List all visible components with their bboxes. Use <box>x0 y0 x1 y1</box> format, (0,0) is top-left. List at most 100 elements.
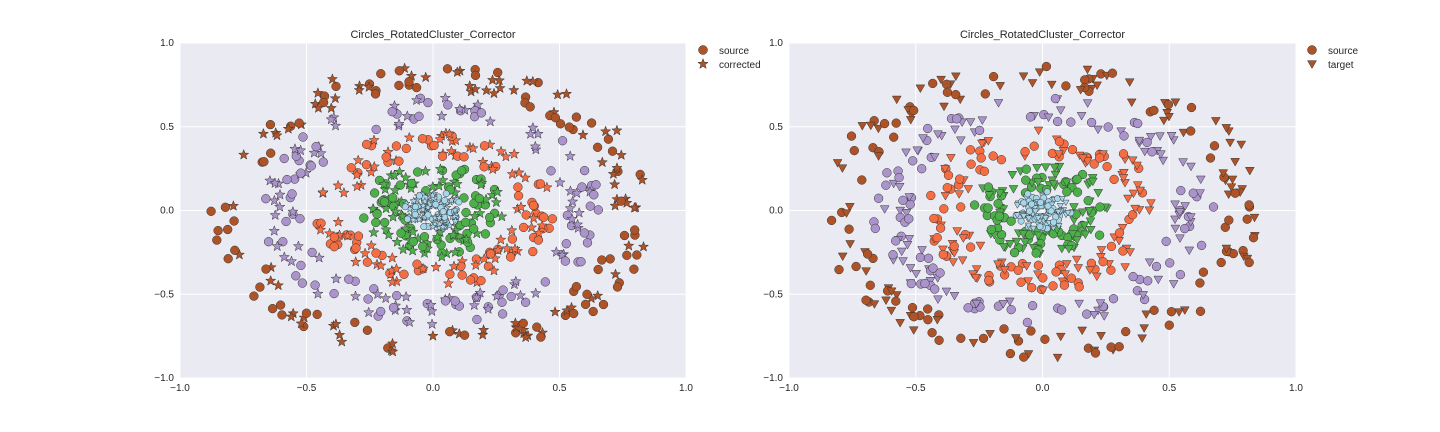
source-point <box>1066 273 1077 283</box>
target-point <box>1033 126 1044 136</box>
target-point <box>1099 312 1110 321</box>
source-point <box>579 165 590 176</box>
source-point <box>1106 241 1117 252</box>
source-point <box>456 261 466 271</box>
source-point <box>1216 257 1226 268</box>
corrected-point <box>401 110 414 122</box>
source-point <box>518 222 529 233</box>
source-point <box>585 201 595 211</box>
source-point <box>588 306 598 317</box>
source-point <box>999 324 1009 334</box>
source-point <box>440 296 451 306</box>
source-point <box>212 235 222 245</box>
source-point <box>943 170 954 180</box>
source-point <box>930 284 940 294</box>
corrected-point <box>564 150 576 162</box>
corrected-point <box>368 160 381 172</box>
source-point <box>497 297 507 307</box>
source-point <box>404 77 414 87</box>
corrected-point <box>623 239 635 251</box>
source-point <box>1013 265 1023 275</box>
source-point <box>259 157 269 167</box>
source-point <box>296 168 306 178</box>
target-point <box>1020 238 1030 247</box>
corrected-point <box>550 246 562 257</box>
target-point <box>901 148 911 158</box>
right-y-tick-label: 0.0 <box>769 206 783 217</box>
corrected-point <box>420 196 430 206</box>
source-point <box>361 139 372 150</box>
source-point <box>379 197 390 207</box>
source-point <box>929 213 939 224</box>
right-x-tick-label: 0.5 <box>1162 383 1176 394</box>
source-point <box>956 333 966 343</box>
source-point <box>450 296 460 306</box>
source-point <box>372 209 382 219</box>
corrected-point <box>427 329 439 341</box>
source-point <box>1033 260 1044 270</box>
corrected-point <box>363 306 375 318</box>
target-point <box>1020 213 1028 220</box>
corrected-point <box>556 249 568 261</box>
corrected-point <box>237 148 250 160</box>
source-point <box>456 166 467 176</box>
corrected-point <box>393 118 405 129</box>
source-point <box>1119 131 1129 141</box>
target-point <box>1184 246 1195 256</box>
target-point <box>1062 199 1070 207</box>
target-point <box>1159 116 1169 126</box>
source-point <box>846 131 857 141</box>
source-point <box>1005 348 1016 359</box>
target-point <box>1186 162 1196 172</box>
target-point <box>1089 311 1100 320</box>
source-point <box>307 247 317 258</box>
source-point <box>1094 153 1105 163</box>
corrected-point <box>573 206 585 218</box>
target-point <box>886 306 897 316</box>
target-point <box>940 164 950 174</box>
source-point <box>532 322 542 332</box>
source-point <box>461 207 471 218</box>
source-point <box>1037 198 1045 206</box>
source-point <box>1082 309 1092 319</box>
corrected-point <box>386 337 399 349</box>
source-point <box>1195 278 1205 288</box>
target-point <box>977 139 987 149</box>
target-point <box>1013 202 1022 209</box>
corrected-point <box>265 274 277 286</box>
legend-marker-circle <box>698 45 708 55</box>
source-point <box>525 102 535 112</box>
target-point <box>1170 224 1181 234</box>
source-point <box>1106 342 1116 352</box>
corrected-point <box>530 287 542 299</box>
target-point <box>1005 240 1015 249</box>
source-point <box>988 71 999 82</box>
source-point <box>593 264 603 275</box>
target-point <box>891 291 902 300</box>
target-point <box>1170 98 1181 108</box>
source-point <box>1048 281 1058 291</box>
corrected-point <box>482 303 494 314</box>
corrected-point <box>451 66 463 78</box>
source-point <box>415 192 423 200</box>
target-point <box>1124 78 1135 87</box>
right-y-tick-label: 1.0 <box>769 38 783 49</box>
source-point <box>277 310 287 320</box>
corrected-point <box>401 304 413 315</box>
target-point <box>998 300 1009 309</box>
target-point <box>1027 79 1038 88</box>
target-point <box>1178 128 1189 138</box>
source-point <box>432 200 440 208</box>
corrected-point <box>480 84 493 96</box>
source-point <box>923 253 934 263</box>
legend-marker-circle <box>1307 45 1317 55</box>
source-point <box>952 114 962 124</box>
target-point <box>1034 68 1045 77</box>
target-point <box>1061 260 1072 269</box>
source-point <box>229 216 239 226</box>
target-point <box>977 116 988 126</box>
source-point <box>362 257 373 267</box>
target-point <box>951 72 961 82</box>
corrected-point <box>442 277 455 289</box>
source-point <box>408 237 418 247</box>
